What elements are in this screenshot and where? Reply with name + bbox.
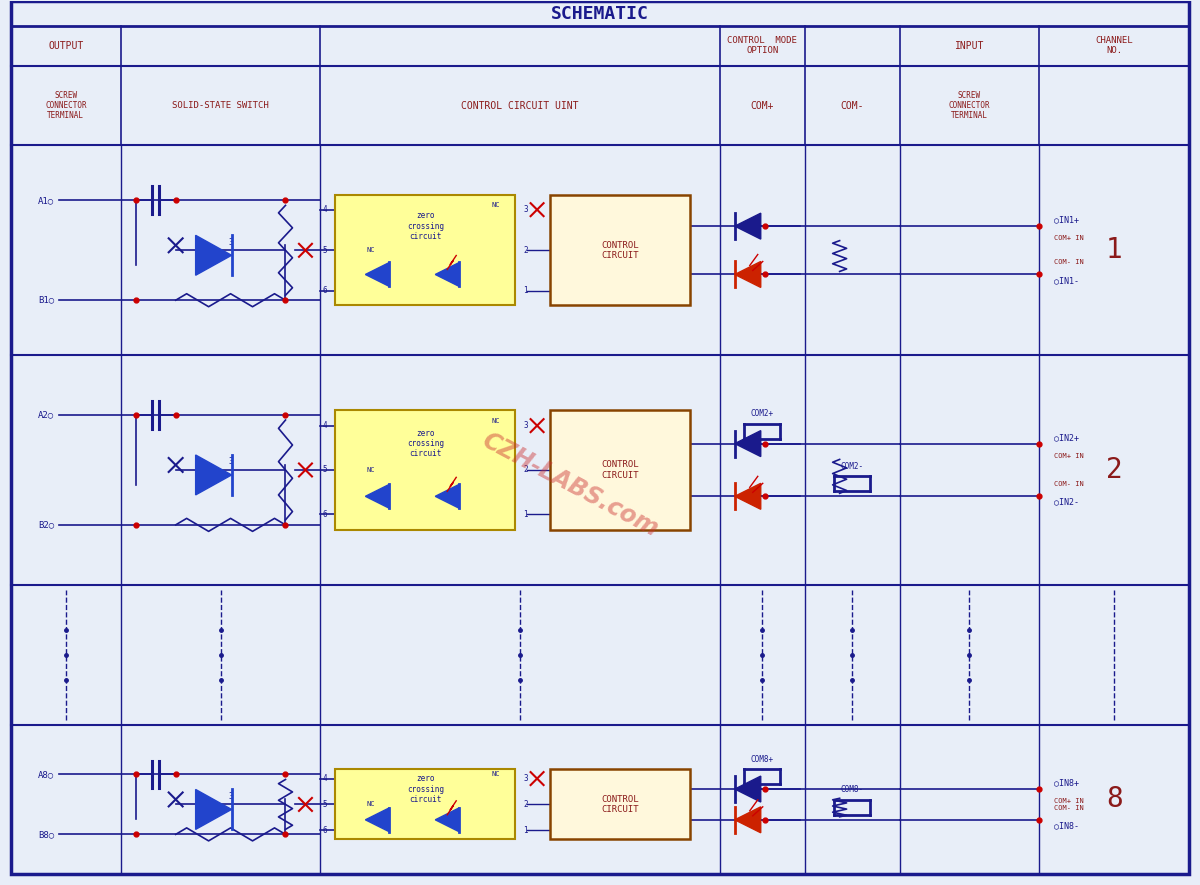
- Polygon shape: [436, 484, 460, 508]
- Text: COM- IN: COM- IN: [1055, 259, 1084, 266]
- Text: ○IN2-: ○IN2-: [1055, 497, 1079, 507]
- Polygon shape: [734, 431, 761, 457]
- Text: 2: 2: [523, 466, 528, 474]
- Text: 3: 3: [523, 421, 528, 430]
- Text: CZH-LABS.com: CZH-LABS.com: [478, 428, 662, 542]
- Text: COM2+: COM2+: [751, 409, 774, 418]
- Bar: [336, 410, 515, 530]
- Text: NC: NC: [492, 202, 500, 208]
- Text: NC: NC: [366, 247, 374, 253]
- Polygon shape: [734, 483, 761, 509]
- Text: NC: NC: [492, 418, 500, 424]
- Text: CONTROL
CIRCUIT: CONTROL CIRCUIT: [601, 241, 638, 260]
- Text: COM+ IN: COM+ IN: [1055, 452, 1084, 458]
- Text: 2: 2: [523, 800, 528, 809]
- Text: CONTROL  MODE
OPTION: CONTROL MODE OPTION: [727, 36, 797, 56]
- Text: 1: 1: [523, 510, 528, 519]
- Text: COM+: COM+: [750, 101, 774, 111]
- Bar: [550, 196, 690, 305]
- Text: ○IN1+: ○IN1+: [1055, 216, 1079, 225]
- Text: 4: 4: [323, 421, 328, 430]
- Text: CONTROL CIRCUIT UINT: CONTROL CIRCUIT UINT: [461, 101, 578, 111]
- Text: 4: 4: [323, 205, 328, 214]
- Text: OUTPUT: OUTPUT: [48, 41, 84, 50]
- Polygon shape: [196, 455, 232, 495]
- Text: COM-: COM-: [840, 101, 864, 111]
- Text: 5: 5: [323, 800, 328, 809]
- Polygon shape: [734, 213, 761, 239]
- Polygon shape: [734, 776, 761, 802]
- Text: 3: 3: [523, 774, 528, 783]
- Text: 6: 6: [323, 510, 328, 519]
- Text: zero
crossing
circuit: zero crossing circuit: [407, 428, 444, 458]
- Text: 2: 2: [523, 246, 528, 255]
- Text: B8○: B8○: [38, 830, 54, 839]
- Text: 6: 6: [323, 287, 328, 296]
- Bar: [550, 769, 690, 839]
- Text: A2○: A2○: [38, 411, 54, 419]
- Polygon shape: [436, 263, 460, 287]
- Polygon shape: [365, 808, 389, 832]
- Text: 3: 3: [228, 792, 233, 801]
- Text: A8○: A8○: [38, 770, 54, 779]
- Text: ○IN2+: ○IN2+: [1055, 433, 1079, 442]
- Polygon shape: [365, 484, 389, 508]
- Text: 5: 5: [323, 246, 328, 255]
- Text: COM2-: COM2-: [840, 462, 864, 471]
- Text: COM8-: COM8-: [840, 785, 864, 795]
- Text: 3: 3: [228, 238, 233, 247]
- Text: B2○: B2○: [38, 520, 54, 529]
- Text: SOLID-STATE SWITCH: SOLID-STATE SWITCH: [173, 101, 269, 110]
- Text: CONTROL
CIRCUIT: CONTROL CIRCUIT: [601, 795, 638, 814]
- Text: ○IN8-: ○IN8-: [1055, 821, 1079, 830]
- Polygon shape: [196, 789, 232, 829]
- Text: COM8+: COM8+: [751, 755, 774, 764]
- Text: SCREW
CONNECTOR
TERMINAL: SCREW CONNECTOR TERMINAL: [46, 90, 86, 120]
- Text: B1○: B1○: [38, 296, 54, 304]
- Text: 3: 3: [228, 458, 233, 466]
- Text: 4: 4: [323, 774, 328, 783]
- Text: COM- IN: COM- IN: [1055, 481, 1084, 488]
- Text: CONTROL
CIRCUIT: CONTROL CIRCUIT: [601, 460, 638, 480]
- Text: NC: NC: [366, 802, 374, 807]
- Text: ○IN1-: ○IN1-: [1055, 276, 1079, 285]
- Text: ○IN8+: ○IN8+: [1055, 779, 1079, 788]
- Text: 1: 1: [523, 826, 528, 835]
- Polygon shape: [196, 235, 232, 275]
- Polygon shape: [436, 808, 460, 832]
- Text: 8: 8: [1106, 786, 1122, 813]
- Text: 5: 5: [323, 466, 328, 474]
- Text: 6: 6: [323, 826, 328, 835]
- Text: SCREW
CONNECTOR
TERMINAL: SCREW CONNECTOR TERMINAL: [949, 90, 990, 120]
- Text: INPUT: INPUT: [955, 41, 984, 50]
- Text: 1: 1: [523, 287, 528, 296]
- Text: COM+ IN: COM+ IN: [1055, 798, 1084, 804]
- Polygon shape: [734, 807, 761, 833]
- Bar: [336, 196, 515, 305]
- Text: 1: 1: [1106, 236, 1122, 265]
- Text: CHANNEL
NO.: CHANNEL NO.: [1096, 36, 1133, 56]
- Bar: [336, 769, 515, 839]
- Text: NC: NC: [366, 467, 374, 473]
- Text: COM- IN: COM- IN: [1055, 804, 1084, 811]
- Bar: [550, 410, 690, 530]
- Text: 3: 3: [523, 205, 528, 214]
- Text: SCHEMATIC: SCHEMATIC: [551, 4, 649, 23]
- Text: zero
crossing
circuit: zero crossing circuit: [407, 212, 444, 241]
- Text: 2: 2: [1106, 456, 1122, 484]
- Text: NC: NC: [492, 771, 500, 776]
- Polygon shape: [734, 261, 761, 288]
- Text: zero
crossing
circuit: zero crossing circuit: [407, 774, 444, 804]
- Text: COM+ IN: COM+ IN: [1055, 235, 1084, 241]
- Polygon shape: [365, 263, 389, 287]
- Text: A1○: A1○: [38, 196, 54, 205]
